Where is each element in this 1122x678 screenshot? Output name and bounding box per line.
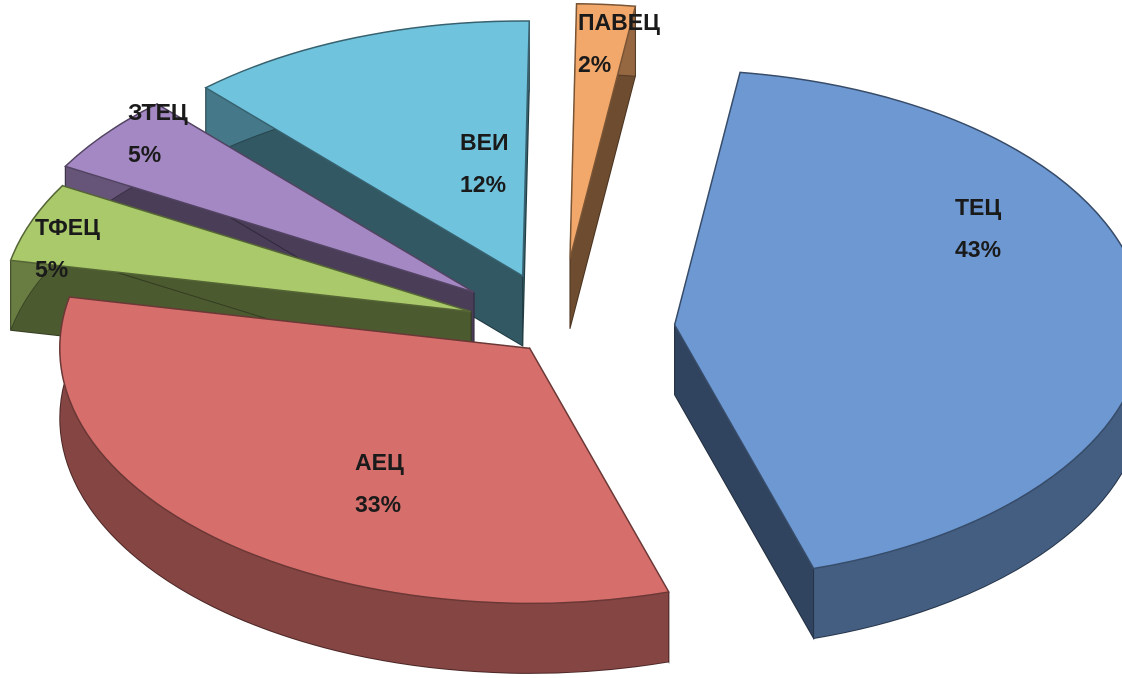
slice-top-3 [9, 184, 472, 313]
slice-value-label-6: 2% [578, 51, 611, 77]
labels-layer: ТЕЦ 43% АЕЦ 33% ТФЕЦ 5% ЗТЕЦ 5% ВЕИ 12% ПАВЕЦ 2% [35, 9, 1001, 517]
slice-value-label-3: 5% [35, 256, 68, 282]
slice-2 [59, 296, 670, 674]
slice-value-label-4: 5% [128, 141, 161, 167]
slice-name-label-3: ТФЕЦ [35, 214, 100, 240]
slices-layer [9, 2, 1122, 674]
slice-name-label-1: ТЕЦ [955, 194, 1001, 220]
slice-6 [569, 2, 637, 329]
slice-value-label-5: 12% [460, 171, 506, 197]
slice-top-5 [204, 20, 531, 278]
slice-value-label-1: 43% [955, 236, 1001, 262]
slice-1 [673, 71, 1122, 641]
slice-top-6 [569, 2, 637, 259]
slice-name-label-4: ЗТЕЦ [128, 99, 188, 125]
slice-name-label-6: ПАВЕЦ [578, 9, 660, 35]
slice-value-label-2: 33% [355, 491, 401, 517]
slice-name-label-5: ВЕИ [460, 129, 508, 155]
slice-top-4 [63, 103, 475, 293]
slice-top-1 [673, 71, 1122, 570]
slice-name-label-2: АЕЦ [355, 449, 404, 475]
slice-top-2 [59, 296, 670, 605]
